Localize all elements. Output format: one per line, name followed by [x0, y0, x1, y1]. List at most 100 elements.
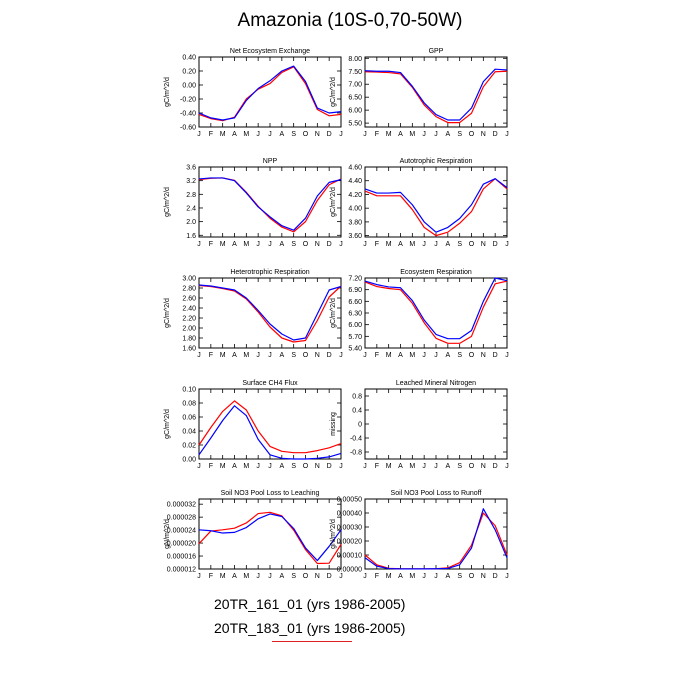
gpp-ylabel: gC/m^2/d: [330, 77, 337, 107]
npp-xtick-label: O: [303, 241, 309, 248]
soil-no3-pool-loss-to-runoff-ytick-label: 0.00010: [337, 553, 362, 560]
leached-mineral-nitrogen-xtick-label: D: [493, 463, 498, 470]
gpp-xtick-label: N: [481, 131, 486, 138]
heterotrophic-respiration-ytick-label: 2.20: [182, 316, 196, 323]
net-ecosystem-exchange-ytick-label: -0.60: [180, 125, 196, 132]
heterotrophic-respiration-xtick-label: A: [232, 352, 237, 359]
autotrophic-respiration-xtick-label: D: [493, 241, 498, 248]
net-ecosystem-exchange-ytick-label: -0.40: [180, 111, 196, 118]
heterotrophic-respiration-xtick-label: J: [256, 352, 260, 359]
heterotrophic-respiration-ytick-label: 2.80: [182, 286, 196, 293]
surface-ch4-flux-ytick-label: 0.08: [182, 401, 196, 408]
net-ecosystem-exchange-xtick-label: M: [220, 131, 226, 138]
autotrophic-respiration-xtick-label: A: [398, 241, 403, 248]
leached-mineral-nitrogen-xtick-label: A: [445, 463, 450, 470]
soil-no3-pool-loss-to-leaching-title: Soil NO3 Pool Loss to Leaching: [221, 490, 320, 497]
soil-no3-pool-loss-to-leaching-ytick-label: 0.000032: [167, 502, 196, 509]
leached-mineral-nitrogen-ytick-label: 0.8: [352, 394, 362, 401]
soil-no3-pool-loss-to-runoff-xtick-label: N: [481, 573, 486, 580]
npp-xtick-label: A: [279, 241, 284, 248]
soil-no3-pool-loss-to-leaching-xtick-label: D: [327, 573, 332, 580]
legend-line-red: [272, 641, 352, 642]
soil-no3-pool-loss-to-runoff-xtick-label: O: [469, 573, 475, 580]
autotrophic-respiration-xtick-label: J: [422, 241, 426, 248]
soil-no3-pool-loss-to-runoff-ytick-label: 0.00000: [337, 567, 362, 574]
autotrophic-respiration-xtick-label: M: [409, 241, 415, 248]
soil-no3-pool-loss-to-runoff-xtick-label: A: [398, 573, 403, 580]
net-ecosystem-exchange-ytick-label: 0.40: [182, 55, 196, 62]
gpp-xtick-label: J: [505, 131, 509, 138]
npp-xtick-label: M: [243, 241, 249, 248]
heterotrophic-respiration-ytick-label: 1.60: [182, 346, 196, 353]
autotrophic-respiration-series-20tr-183-01: [364, 178, 508, 237]
npp-xtick-label: J: [256, 241, 260, 248]
soil-no3-pool-loss-to-leaching-xtick-label: S: [291, 573, 296, 580]
ecosystem-respiration-xtick-label: J: [505, 352, 509, 359]
ecosystem-respiration-xtick-label: S: [457, 352, 462, 359]
npp-ytick-label: 3.2: [186, 178, 196, 185]
heterotrophic-respiration-title: Heterotrophic Respiration: [230, 269, 309, 276]
autotrophic-respiration-series-20tr-161-01: [364, 178, 508, 233]
ecosystem-respiration-xtick-label: M: [409, 352, 415, 359]
surface-ch4-flux-xtick-label: J: [339, 463, 343, 470]
leached-mineral-nitrogen-xtick-label: J: [505, 463, 509, 470]
soil-no3-pool-loss-to-runoff-xtick-label: M: [409, 573, 415, 580]
heterotrophic-respiration-ylabel: gC/m^2/d: [164, 298, 171, 328]
ecosystem-respiration-xtick-label: D: [493, 352, 498, 359]
npp-xtick-label: S: [291, 241, 296, 248]
leached-mineral-nitrogen-ytick-label: 0.4: [352, 408, 362, 415]
npp-ytick-label: 2.4: [186, 205, 196, 212]
gpp-series-20tr-161-01: [364, 68, 508, 121]
autotrophic-respiration-xtick-label: O: [469, 241, 475, 248]
gpp-ytick-label: 6.00: [348, 108, 362, 115]
autotrophic-respiration-ytick-label: 4.40: [348, 178, 362, 185]
ecosystem-respiration-xtick-label: J: [363, 352, 367, 359]
gpp-ytick-label: 5.50: [348, 121, 362, 128]
soil-no3-pool-loss-to-runoff-xtick-label: A: [445, 573, 450, 580]
ecosystem-respiration-xtick-label: J: [434, 352, 438, 359]
ecosystem-respiration-ytick-label: 7.20: [348, 276, 362, 283]
net-ecosystem-exchange-series-20tr-183-01: [198, 66, 342, 122]
npp-xtick-label: J: [339, 241, 343, 248]
npp-ytick-label: 1.6: [186, 233, 196, 240]
surface-ch4-flux-series-20tr-161-01: [198, 405, 342, 460]
soil-no3-pool-loss-to-leaching-xtick-label: A: [232, 573, 237, 580]
gpp-xtick-label: O: [469, 131, 475, 138]
net-ecosystem-exchange-series-20tr-161-01: [198, 65, 342, 121]
surface-ch4-flux-ytick-label: 0.06: [182, 415, 196, 422]
autotrophic-respiration-ytick-label: 4.00: [348, 206, 362, 213]
heterotrophic-respiration-ytick-label: 2.60: [182, 296, 196, 303]
gpp-xtick-label: J: [363, 131, 367, 138]
autotrophic-respiration-ytick-label: 4.20: [348, 192, 362, 199]
surface-ch4-flux-xtick-label: M: [220, 463, 226, 470]
autotrophic-respiration-xtick-label: N: [481, 241, 486, 248]
heterotrophic-respiration-xtick-label: J: [268, 352, 272, 359]
heterotrophic-respiration-xtick-label: D: [327, 352, 332, 359]
gpp-xtick-label: S: [457, 131, 462, 138]
soil-no3-pool-loss-to-runoff-ylabel: gN/m^2/d: [330, 519, 337, 549]
ecosystem-respiration-ylabel: gC/m^2/d: [330, 298, 337, 328]
npp-title: NPP: [263, 158, 278, 165]
ecosystem-respiration-xtick-label: A: [398, 352, 403, 359]
surface-ch4-flux-ytick-label: 0.02: [182, 443, 196, 450]
gpp-xtick-label: F: [375, 131, 379, 138]
surface-ch4-flux-ylabel: gC/m^2/d: [164, 409, 171, 439]
surface-ch4-flux-ytick-label: 0.10: [182, 387, 196, 394]
npp-ylabel: gC/m^2/d: [164, 187, 171, 217]
autotrophic-respiration-ytick-label: 4.60: [348, 165, 362, 172]
soil-no3-pool-loss-to-leaching-ytick-label: 0.000012: [167, 567, 196, 574]
net-ecosystem-exchange-ytick-label: 0.00: [182, 83, 196, 90]
heterotrophic-respiration-xtick-label: J: [197, 352, 201, 359]
gpp-ytick-label: 6.50: [348, 95, 362, 102]
npp-xtick-label: A: [232, 241, 237, 248]
soil-no3-pool-loss-to-runoff-ytick-label: 0.00030: [337, 525, 362, 532]
npp-xtick-label: J: [197, 241, 201, 248]
leached-mineral-nitrogen-xtick-label: J: [434, 463, 438, 470]
ecosystem-respiration-title: Ecosystem Respiration: [400, 269, 472, 276]
autotrophic-respiration-plot-frame: [364, 166, 508, 238]
surface-ch4-flux-xtick-label: N: [315, 463, 320, 470]
net-ecosystem-exchange-ytick-label: 0.20: [182, 69, 196, 76]
soil-no3-pool-loss-to-leaching-ytick-label: 0.000016: [167, 554, 196, 561]
soil-no3-pool-loss-to-leaching-series-20tr-183-01: [198, 511, 342, 565]
leached-mineral-nitrogen-xtick-label: N: [481, 463, 486, 470]
